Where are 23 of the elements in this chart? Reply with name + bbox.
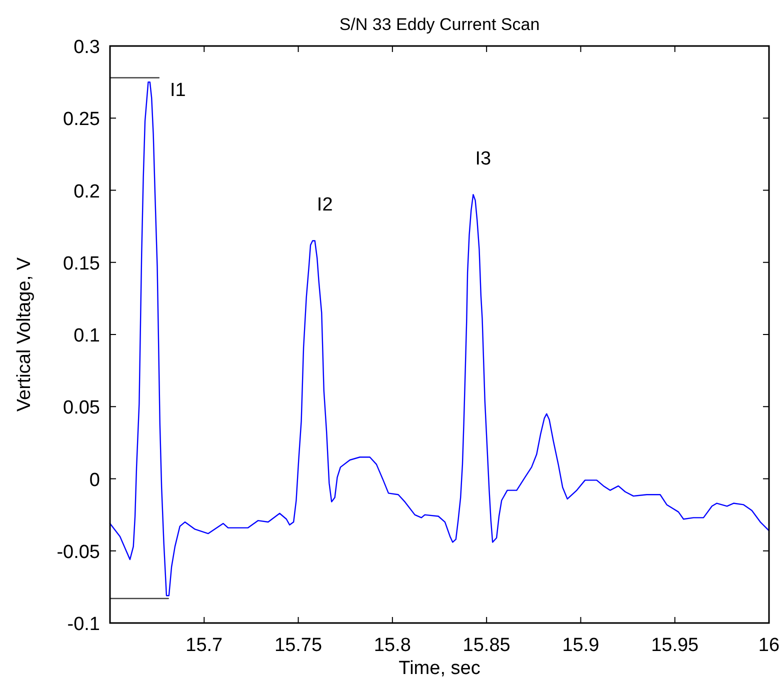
chart-title: S/N 33 Eddy Current Scan [339,15,540,34]
line-series [109,81,770,596]
y-tick-label: 0.15 [63,253,100,274]
y-tick-label: -0.05 [56,542,100,563]
x-tick-label: 15.95 [651,635,699,656]
y-tick-label: 0 [89,470,100,491]
y-tick-label: 0.3 [74,37,100,58]
annotation: I2 [316,194,333,216]
annotation: I1 [170,80,186,102]
x-tick-label: 15.75 [274,635,322,656]
y-tick-label: 0.05 [63,398,100,419]
x-tick-label: 15.9 [562,635,600,656]
y-tick-label: 0.25 [63,109,100,130]
x-tick-label: 16 [758,635,780,656]
y-tick-label: -0.1 [67,614,100,635]
x-tick-label: 15.7 [186,635,223,656]
annotation: I3 [475,148,492,170]
x-tick-label: 15.8 [374,635,411,656]
y-axis-title: Vertical Voltage, V [14,257,35,412]
y-tick-label: 0.2 [74,181,100,202]
x-axis-title: Time, sec [398,658,480,679]
x-tick-label: 15.85 [462,635,510,656]
y-tick-label: 0.1 [74,326,100,346]
